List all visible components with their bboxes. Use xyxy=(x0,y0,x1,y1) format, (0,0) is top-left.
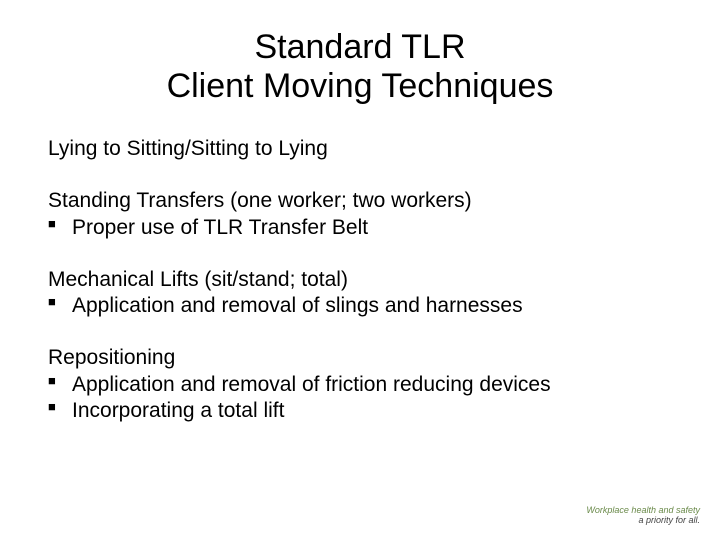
bullet-item: Application and removal of slings and ha… xyxy=(48,293,672,319)
bullet-item: Application and removal of friction redu… xyxy=(48,372,672,398)
bullet-list: Application and removal of slings and ha… xyxy=(48,293,672,319)
section-lying-sitting: Lying to Sitting/Sitting to Lying xyxy=(48,136,672,162)
section-heading: Mechanical Lifts (sit/stand; total) xyxy=(48,267,672,293)
bullet-item: Incorporating a total lift xyxy=(48,398,672,424)
bullet-item: Proper use of TLR Transfer Belt xyxy=(48,215,672,241)
footer-logo: Workplace health and safety a priority f… xyxy=(586,506,700,526)
section-heading: Lying to Sitting/Sitting to Lying xyxy=(48,136,672,162)
bullet-list: Application and removal of friction redu… xyxy=(48,372,672,425)
section-heading: Repositioning xyxy=(48,345,672,371)
title-line-1: Standard TLR xyxy=(254,28,465,66)
section-repositioning: Repositioning Application and removal of… xyxy=(48,345,672,424)
title-line-2: Client Moving Techniques xyxy=(167,67,554,105)
slide: Standard TLR Client Moving Techniques Ly… xyxy=(0,0,720,540)
footer-line-2: a priority for all. xyxy=(586,516,700,526)
slide-title: Standard TLR Client Moving Techniques xyxy=(48,28,672,106)
bullet-list: Proper use of TLR Transfer Belt xyxy=(48,215,672,241)
section-standing-transfers: Standing Transfers (one worker; two work… xyxy=(48,188,672,241)
section-heading: Standing Transfers (one worker; two work… xyxy=(48,188,672,214)
section-mechanical-lifts: Mechanical Lifts (sit/stand; total) Appl… xyxy=(48,267,672,320)
